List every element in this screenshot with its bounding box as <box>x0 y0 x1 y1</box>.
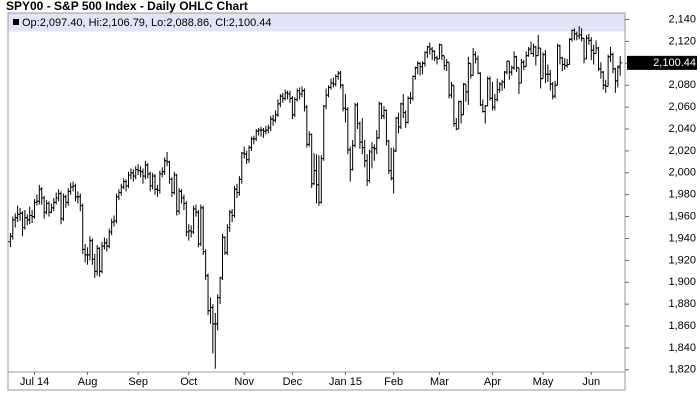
y-tick-label: 2,080 <box>668 79 696 91</box>
x-tick-label: Jan 15 <box>329 376 362 388</box>
x-tick-label: Feb <box>384 376 403 388</box>
x-tick-label: Aug <box>78 376 98 388</box>
y-tick-label: 1,980 <box>668 189 696 201</box>
y-tick-label: 1,840 <box>668 342 696 354</box>
y-tick-label: 2,140 <box>668 13 696 25</box>
y-tick-label: 2,060 <box>668 101 696 113</box>
y-tick-label: 2,040 <box>668 123 696 135</box>
ohlc-readout: Op:2,097.40, Hi:2,106.79, Lo:2,088.86, C… <box>22 17 272 29</box>
y-tick-label: 1,960 <box>668 210 696 222</box>
header-band <box>8 13 625 32</box>
y-tick-label: 1,900 <box>668 276 696 288</box>
last-price-box <box>627 55 697 70</box>
x-tick-label: Dec <box>283 376 303 388</box>
x-tick-label: Jun <box>582 376 600 388</box>
x-tick-label: Mar <box>430 376 449 388</box>
x-tick-label: Sep <box>128 376 148 388</box>
last-price-label: 2,100.44 <box>653 57 696 69</box>
header-marker <box>13 19 19 25</box>
y-tick-label: 1,820 <box>668 364 696 376</box>
y-tick-label: 2,000 <box>668 167 696 179</box>
x-tick-label: May <box>533 376 554 388</box>
x-tick-label: Jul 14 <box>20 376 49 388</box>
chart-title: SPY00 - S&P 500 Index - Daily OHLC Chart <box>6 0 248 13</box>
x-tick-label: Oct <box>180 376 197 388</box>
y-tick-label: 1,920 <box>668 254 696 266</box>
x-tick-label: Apr <box>484 376 501 388</box>
y-tick-label: 2,020 <box>668 145 696 157</box>
y-tick-label: 2,120 <box>668 35 696 47</box>
x-axis-band <box>7 371 626 391</box>
x-tick-label: Nov <box>234 376 254 388</box>
y-tick-label: 1,940 <box>668 232 696 244</box>
y-tick-label: 1,880 <box>668 298 696 310</box>
y-tick-label: 1,860 <box>668 320 696 332</box>
